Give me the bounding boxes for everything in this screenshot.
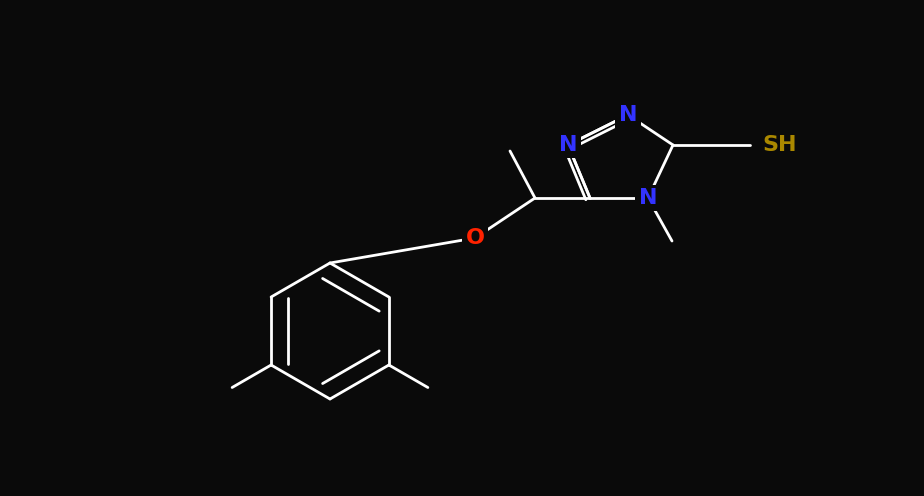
Text: N: N — [619, 105, 638, 125]
Text: N: N — [559, 135, 578, 155]
Text: O: O — [466, 228, 484, 248]
Text: SH: SH — [762, 135, 797, 155]
Text: N: N — [638, 188, 657, 208]
